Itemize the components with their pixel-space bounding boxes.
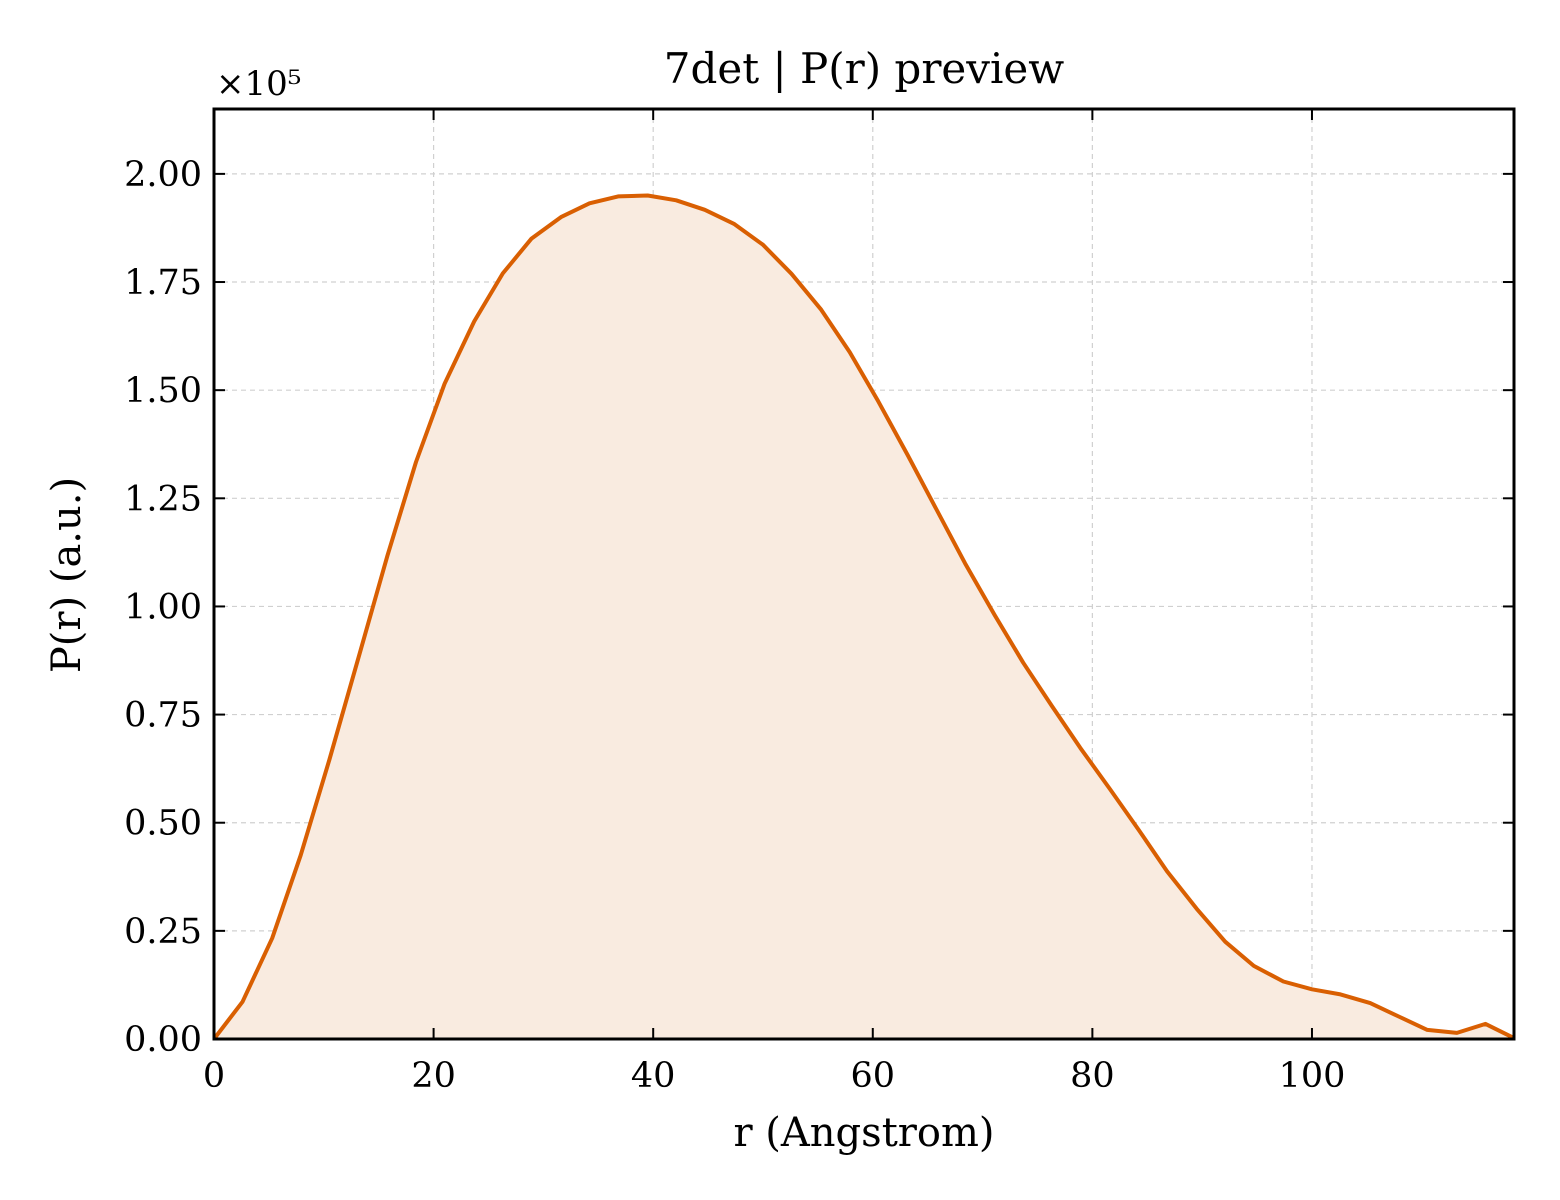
pr-area-fill: [214, 195, 1514, 1039]
ticks-layer: [213, 109, 1514, 1040]
x-tick-label: 20: [411, 1056, 456, 1096]
y-tick-label: 0.25: [124, 912, 202, 952]
x-tick-label: 40: [631, 1056, 676, 1096]
y-tick-label: 0.75: [124, 696, 202, 736]
x-tick-labels: 0 20 40 60 80 100: [203, 1056, 1346, 1096]
pr-curve-line: [212, 193, 1515, 1041]
y-tick-label: 1.00: [124, 587, 202, 627]
x-tick-label: 80: [1070, 1056, 1115, 1096]
y-tick-label: 0.50: [124, 804, 202, 844]
y-tick-label: 2.00: [124, 155, 202, 195]
y-tick-label: 1.75: [124, 263, 202, 303]
y-axis-label: P(r) (a.u.): [44, 477, 90, 673]
y-tick-labels: 0.00 0.25 0.50 0.75 1.00 1.25 1.50 1.75 2.00: [124, 155, 202, 1060]
chart-title: 7det | P(r) preview: [664, 44, 1064, 93]
plot-frame: [212, 107, 1516, 1041]
y-tick-label: 1.25: [124, 479, 202, 519]
x-tick-label: 100: [1279, 1056, 1346, 1096]
x-tick-label: 60: [851, 1056, 896, 1096]
x-axis-label: r (Angstrom): [733, 1110, 994, 1156]
y-tick-label: 1.50: [124, 371, 202, 411]
y-multiplier-label: ×10⁵: [216, 64, 301, 104]
y-tick-label: 0.00: [124, 1020, 202, 1060]
x-tick-label: 0: [203, 1056, 225, 1096]
